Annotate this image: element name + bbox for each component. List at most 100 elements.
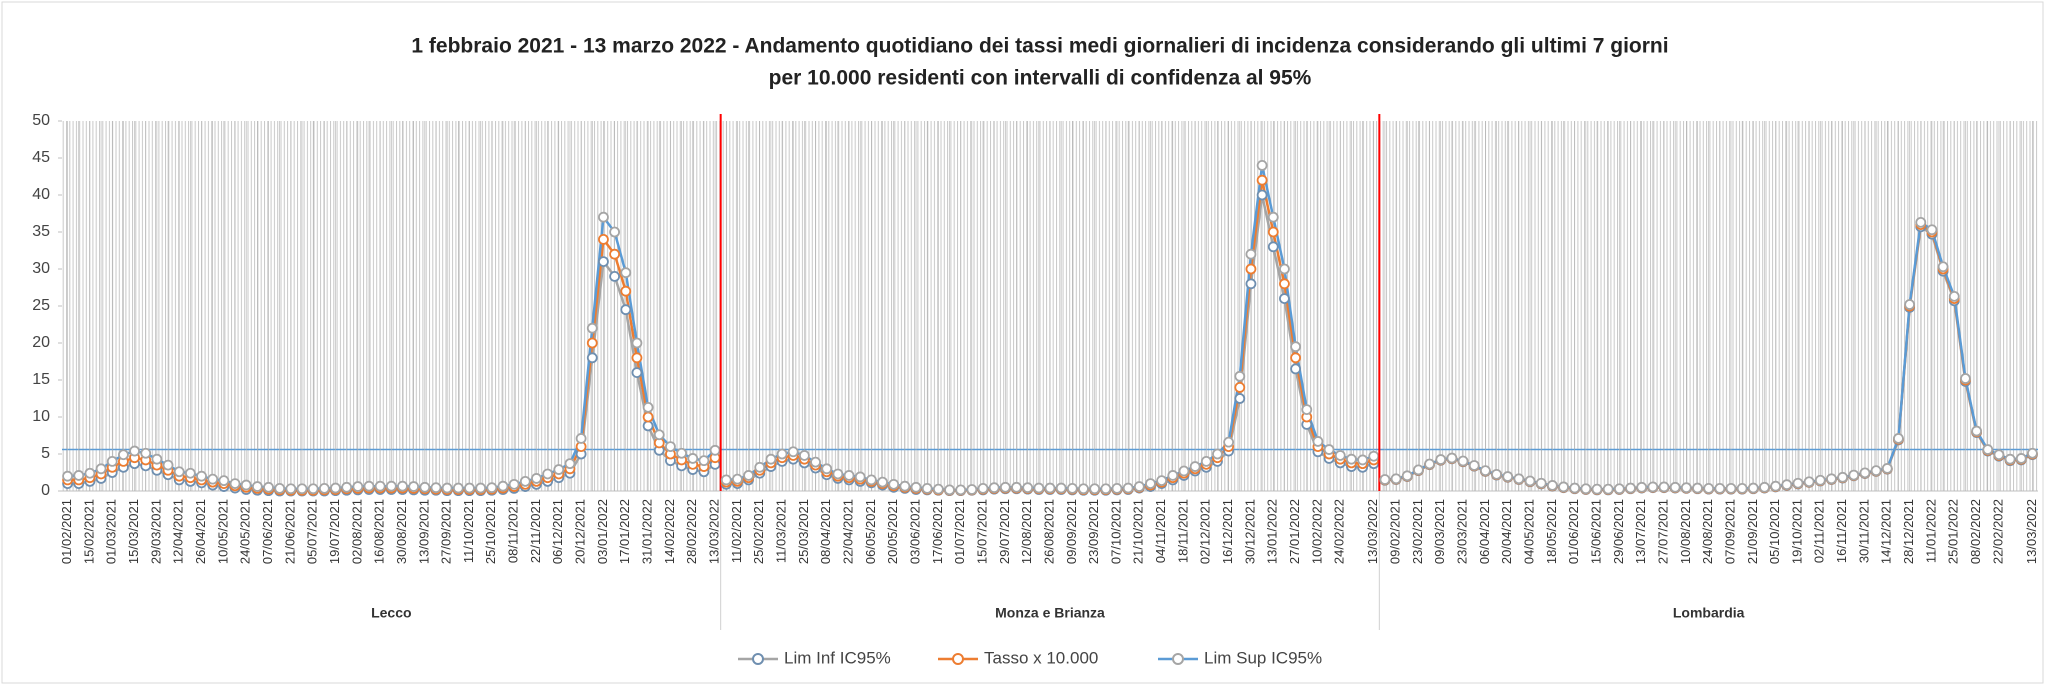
x-tick-label: 16/11/2021 [1834, 499, 1849, 563]
x-tick-label: 28/02/2022 [684, 499, 699, 564]
data-point [1602, 483, 1614, 495]
y-tick-label: 5 [41, 445, 50, 462]
x-tick-label: 11/03/2021 [774, 499, 789, 563]
data-point [1223, 436, 1235, 448]
data-point [1290, 363, 1302, 375]
data-point [251, 481, 263, 492]
data-point [330, 482, 341, 494]
y-tick-label: 10 [32, 408, 50, 425]
data-point [1915, 216, 1927, 228]
data-point [1279, 293, 1290, 305]
data-point [106, 455, 118, 467]
data-point [1390, 473, 1402, 485]
data-point [1178, 465, 1190, 477]
data-point [62, 470, 73, 482]
data-point [1267, 241, 1279, 253]
data-point [240, 479, 252, 491]
data-point [1368, 450, 1380, 462]
chart-title: 1 febbraio 2021 - 13 marzo 2022 - Andame… [411, 35, 1668, 58]
x-tick-label: 26/04/2021 [193, 499, 208, 564]
data-point [631, 337, 643, 349]
data-point [642, 420, 654, 432]
data-point [1234, 393, 1246, 404]
data-point [1066, 483, 1078, 494]
data-point [1279, 278, 1290, 290]
x-tick-label: 04/11/2021 [1153, 499, 1168, 563]
data-point [1323, 444, 1335, 455]
data-point [977, 483, 989, 494]
data-point [1848, 469, 1860, 481]
x-tick-label: 13/07/2021 [1633, 499, 1648, 564]
x-tick-label: 30/11/2021 [1856, 499, 1871, 563]
data-point [620, 267, 632, 279]
data-point [1167, 470, 1179, 481]
x-tick-label: 03/01/2022 [595, 499, 610, 564]
legend-marker [952, 653, 964, 665]
x-tick-label: 07/06/2021 [260, 499, 275, 564]
data-point [1346, 453, 1357, 465]
x-tick-label: 08/02/2022 [1968, 499, 1983, 564]
data-point [397, 480, 408, 492]
data-point [374, 480, 386, 492]
x-tick-label: 05/10/2021 [1767, 499, 1782, 564]
data-point [1904, 299, 1916, 310]
data-point [609, 270, 621, 282]
data-point [1948, 290, 1960, 302]
x-tick-label: 20/12/2021 [573, 499, 588, 564]
data-point [653, 429, 665, 441]
x-tick-label: 19/10/2021 [1789, 499, 1804, 564]
x-tick-label: 25/10/2021 [483, 499, 498, 564]
x-tick-label: 11/10/2021 [461, 499, 476, 563]
data-point [296, 483, 308, 495]
data-point [1457, 455, 1469, 467]
data-point [1033, 482, 1045, 494]
legend-label: Lim Inf IC95% [784, 648, 891, 667]
x-tick-label: 17/06/2021 [930, 499, 945, 564]
data-point [1759, 481, 1770, 493]
data-point [899, 480, 911, 492]
x-tick-label: 21/10/2021 [1131, 499, 1146, 564]
data-point [821, 463, 833, 475]
data-point [698, 455, 710, 467]
data-point [1814, 474, 1826, 486]
x-tick-label: 13/03/2022 [2024, 499, 2039, 564]
data-point [1200, 455, 1212, 467]
data-point [1491, 468, 1502, 480]
x-tick-label: 01/02/2021 [59, 499, 74, 564]
data-point [140, 447, 152, 459]
data-point [609, 226, 621, 238]
data-point [1625, 482, 1636, 494]
data-point [1714, 483, 1726, 494]
x-tick-label: 12/04/2021 [171, 499, 186, 564]
data-point [95, 463, 107, 475]
data-point [631, 367, 643, 379]
data-point [1468, 460, 1480, 471]
data-point [1044, 482, 1056, 494]
data-point [598, 211, 609, 223]
data-point [1870, 465, 1882, 477]
x-tick-label: 27/09/2021 [439, 499, 454, 564]
data-point [1960, 373, 1971, 384]
x-tick-label: 25/03/2021 [796, 499, 811, 564]
data-point [988, 482, 1000, 494]
x-tick-label: 20/05/2021 [885, 499, 900, 564]
data-point [787, 446, 799, 458]
x-tick-label: 23/09/2021 [1086, 499, 1101, 564]
data-point [888, 478, 900, 490]
y-tick-label: 30 [32, 260, 50, 277]
x-tick-label: 13/09/2021 [416, 499, 431, 564]
data-point [709, 444, 721, 456]
data-point [1089, 483, 1101, 495]
data-point [1267, 211, 1279, 223]
x-tick-label: 25/02/2021 [751, 499, 766, 564]
x-tick-label: 15/02/2021 [81, 499, 96, 564]
x-tick-label: 16/08/2021 [372, 499, 387, 564]
data-point [810, 456, 821, 468]
x-tick-label: 04/05/2021 [1521, 499, 1536, 564]
data-point [1993, 449, 2005, 461]
data-point [1893, 433, 1904, 444]
data-point [564, 458, 576, 470]
y-tick-label: 25 [32, 297, 50, 314]
data-point [765, 453, 777, 465]
